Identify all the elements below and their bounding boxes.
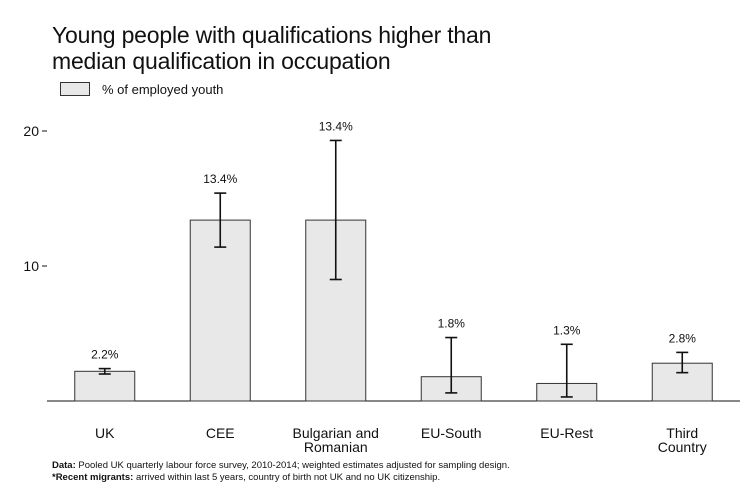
- legend-swatch: [60, 82, 90, 96]
- bars: [74, 219, 713, 402]
- category-label-uk: UK: [95, 425, 115, 441]
- data-label-eu-south: 1.8%: [438, 317, 466, 331]
- category-label-line: EU-Rest: [540, 425, 593, 441]
- footnote-recent-text: arrived within last 5 years, country of …: [133, 472, 441, 483]
- category-label-eu-rest: EU-Rest: [540, 425, 593, 441]
- category-label-line: CEE: [206, 425, 235, 441]
- footnote-data-line: Data: Pooled UK quarterly labour force s…: [52, 460, 510, 472]
- data-label-cee: 13.4%: [203, 172, 237, 186]
- footnote: Data: Pooled UK quarterly labour force s…: [52, 460, 510, 484]
- data-labels: 2.2% 13.4% 13.4% 1.8% 1.3% 2.8%: [91, 119, 696, 361]
- y-tick-label-10: 10: [23, 258, 39, 274]
- data-label-third-country: 2.8%: [669, 331, 697, 345]
- category-label-cee: CEE: [206, 425, 235, 441]
- chart-title-line-1: Young people with qualifications higher …: [52, 22, 492, 48]
- category-label-line: Romanian: [304, 439, 368, 455]
- category-label-line: UK: [95, 425, 115, 441]
- category-label-line: Country: [658, 439, 707, 455]
- category-label-third-country: Third Country: [658, 425, 707, 455]
- footnote-recent-line: *Recent migrants: arrived within last 5 …: [52, 472, 510, 484]
- footnote-recent-prefix: *Recent migrants:: [52, 472, 134, 483]
- category-label-bulgarian-and-romanian: Bulgarian and Romanian: [293, 425, 379, 455]
- chart-title-line-2: median qualification in occupation: [52, 48, 391, 74]
- footnote-data-prefix: Data:: [52, 460, 76, 471]
- footnote-data-text: Pooled UK quarterly labour force survey,…: [75, 460, 510, 471]
- bar-uk: [74, 370, 136, 402]
- error-bars: [98, 139, 689, 398]
- category-label-line: EU-South: [421, 425, 482, 441]
- data-label-eu-rest: 1.3%: [553, 323, 581, 337]
- y-tick-label-20: 20: [23, 123, 39, 139]
- legend-label: % of employed youth: [102, 81, 224, 97]
- category-labels: UK CEE Bulgarian and Romanian EU-South EU-Res…: [95, 425, 707, 455]
- axes: 10 20: [23, 123, 740, 402]
- data-label-uk: 2.2%: [91, 348, 119, 362]
- category-label-eu-south: EU-South: [421, 425, 482, 441]
- category-label-line: Third: [666, 425, 698, 441]
- legend: % of employed youth: [60, 80, 223, 98]
- chart-title: Young people with qualifications higher …: [52, 22, 491, 74]
- data-label-bulgarian-and-romanian: 13.4%: [319, 119, 353, 133]
- category-label-line: Bulgarian and: [293, 425, 379, 441]
